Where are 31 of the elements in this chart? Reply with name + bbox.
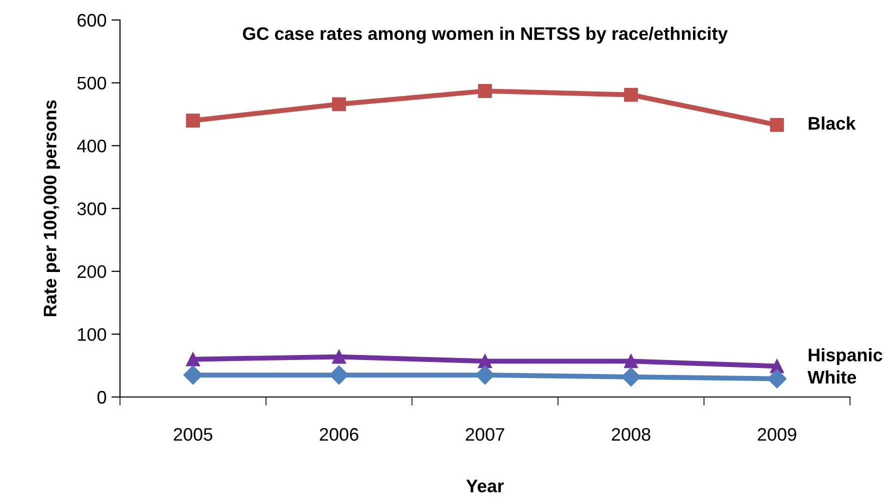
point [624,88,638,102]
x-tick-label: 2005 [174,428,212,441]
y-axis-title: Rate per 100,000 persons [44,100,60,316]
series-label: White [808,370,856,384]
point [478,84,492,98]
point [475,365,495,385]
x-tick-label: 2009 [758,428,796,441]
y-tick-label: 300 [77,202,106,216]
series-label: Hispanic [808,348,882,365]
point [478,354,492,368]
x-tick-label: 2008 [612,428,650,441]
y-tick-label: 200 [78,265,106,278]
point [329,365,349,385]
x-tick-label: 2006 [320,428,358,441]
point [624,354,638,368]
point [183,365,203,385]
y-tick-label: 0 [97,390,106,404]
point [621,367,641,386]
x-axis-title: Year [466,480,504,492]
series-label: Black [808,116,856,130]
point [332,350,346,364]
y-tick-label: 500 [77,76,106,90]
point [770,118,784,132]
point [186,352,200,366]
x-tick-label: 2007 [466,428,504,441]
y-tick-label: 400 [77,140,106,152]
y-tick-label: 600 [78,14,106,27]
y-tick-label: 100 [78,328,106,341]
chart-title: GC case rates among women in NETSS by race/ethnicity [242,26,728,44]
point [332,97,346,112]
point [186,114,200,128]
